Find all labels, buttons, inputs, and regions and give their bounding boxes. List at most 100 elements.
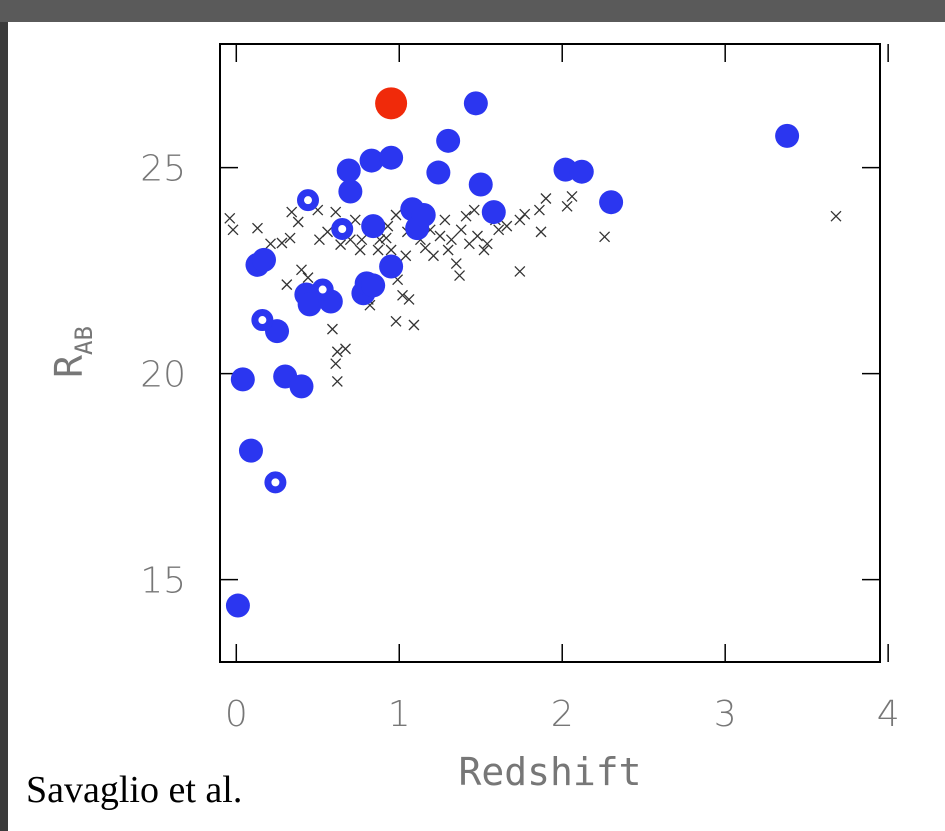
point [340,343,351,355]
x-tick-label: 1 [388,694,411,735]
point [379,145,404,170]
point [411,202,436,227]
point [493,224,505,236]
point [385,244,397,256]
point [514,265,526,277]
x-tick-label: 0 [225,694,248,735]
point [361,273,386,298]
point [434,230,446,242]
point [356,234,368,246]
point [428,250,439,262]
point [276,237,288,249]
point [331,375,343,387]
plot-frame [219,43,881,663]
point [519,208,531,220]
point [561,200,573,212]
point [481,200,506,225]
point [296,264,307,276]
point [330,358,342,370]
point [252,222,263,234]
point [450,258,462,270]
point [390,209,402,221]
x-tick-label: 3 [714,694,737,735]
point [501,220,513,232]
point [227,224,239,236]
point [284,232,296,244]
y-axis-label: RAB [47,326,98,378]
point [400,250,412,262]
x-tick-label: 4 [877,694,900,735]
point [302,272,314,284]
point [297,292,322,317]
point [330,206,342,218]
point [326,323,338,335]
point [252,247,276,272]
point [372,244,384,256]
point [338,179,363,204]
point [265,238,276,250]
point [408,319,420,331]
point [349,214,361,226]
point [238,438,263,463]
point [599,190,624,215]
point [463,91,488,116]
point [830,210,842,222]
point [481,238,493,250]
point [281,279,293,291]
point [775,123,800,148]
point [354,244,366,256]
slide-panel [8,22,945,831]
point [569,159,594,184]
point [380,232,392,244]
y-axis-label-main: R [47,355,91,378]
point [225,593,250,618]
y-axis-label-sub: AB [70,326,98,355]
point [468,204,480,216]
point [230,367,255,392]
point [478,244,490,256]
point [336,158,361,183]
x-axis-label: Redshift [458,750,641,794]
point [359,148,384,173]
point [599,231,611,243]
caption: Savaglio et al. [26,769,242,811]
point [264,471,287,494]
point [533,204,545,216]
series-ring [251,189,354,494]
point [379,254,404,279]
point [322,226,334,238]
point [460,210,472,222]
point [445,234,457,246]
point [454,270,466,282]
point [439,214,451,226]
y-tick-label: 20 [140,355,186,396]
point [251,309,274,332]
y-tick-label: 15 [140,561,186,602]
point [311,278,334,301]
point [442,244,454,256]
point [426,160,451,185]
point [361,214,386,239]
point [375,87,408,120]
series-big-circle [375,87,408,120]
point [286,206,298,218]
point [297,189,319,212]
top-band [0,0,945,22]
point [455,224,467,236]
point [292,216,304,228]
point [397,289,408,301]
point [403,293,415,305]
point [436,128,461,153]
point [224,212,236,224]
point [468,172,493,197]
point [472,230,483,242]
point [566,190,578,202]
point [390,315,402,327]
y-tick-label: 25 [140,149,186,190]
point [331,346,343,358]
x-tick-label: 2 [551,694,574,735]
point [540,193,552,204]
point [535,226,547,238]
